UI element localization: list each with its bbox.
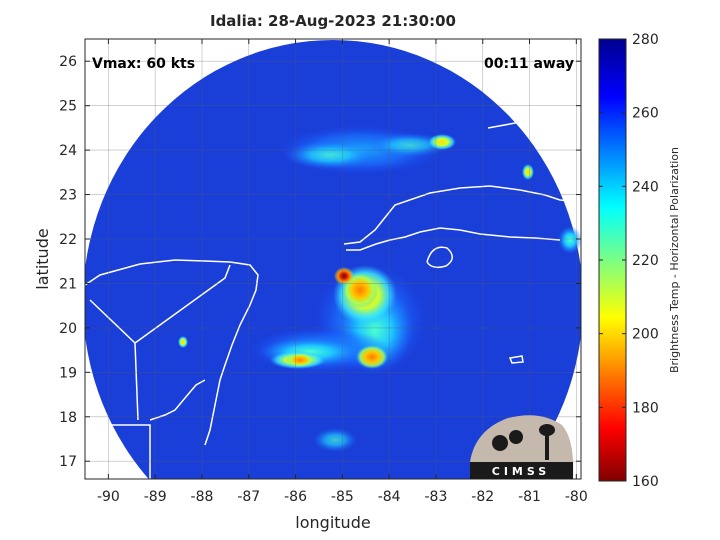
colorbar-tick-label: 220 — [632, 253, 659, 269]
florida-keys — [487, 119, 531, 129]
logo-text: CIMSS — [492, 465, 550, 478]
x-tick-label: -86 — [284, 489, 307, 505]
y-tick-label: 17 — [59, 454, 77, 470]
logo-tower — [545, 430, 549, 460]
florida-coast — [518, 39, 573, 103]
core-red — [334, 267, 354, 285]
cozumel — [508, 355, 524, 364]
colorbar — [598, 38, 627, 482]
y-tick-label: 26 — [59, 54, 77, 70]
x-tick-label: -88 — [191, 489, 214, 505]
colorbar-tick-label: 200 — [632, 327, 659, 343]
grid — [85, 39, 581, 479]
plot-frame — [84, 38, 582, 480]
x-tick-label: -83 — [425, 489, 448, 505]
south-edge-cyan — [313, 428, 357, 452]
y-axis-label: latitude — [33, 228, 52, 289]
coastlines — [85, 39, 581, 479]
north-arc-blob-2 — [285, 141, 375, 169]
central-america-coast — [149, 379, 206, 421]
colorbar-tick-label: 160 — [632, 474, 659, 490]
x-axis-label: longitude — [295, 513, 370, 532]
yucatan-coast — [85, 259, 259, 446]
y-tick-label: 21 — [59, 276, 77, 292]
logo-dish-left — [492, 435, 508, 451]
vmax-annotation: Vmax: 60 kts — [92, 56, 195, 72]
x-tick-label: -84 — [378, 489, 401, 505]
logo-text-bar — [470, 462, 573, 479]
x-tick-label: -81 — [518, 489, 541, 505]
colorbar-ticks: 160 180 200 220 240 260 280 — [599, 32, 659, 490]
y-tick-label: 24 — [59, 143, 77, 159]
east-small-blob — [522, 164, 534, 180]
colorbar-tick-label: 280 — [632, 32, 659, 48]
yucatan-blob — [178, 336, 188, 348]
y-tick-label: 25 — [59, 99, 77, 115]
north-cluster-blob — [428, 134, 456, 150]
y-tick-label: 18 — [59, 410, 77, 426]
scan-swath — [85, 40, 581, 479]
colorbar-tick-label: 180 — [632, 400, 659, 416]
colorbar-tick-label: 240 — [632, 179, 659, 195]
x-tick-label: -85 — [331, 489, 354, 505]
scan-layer — [85, 39, 581, 479]
isla-juventud — [426, 246, 453, 269]
colorbar-label: Brightness Temp - Horizontal Polarizatio… — [668, 147, 681, 373]
x-tick-label: -87 — [237, 489, 260, 505]
x-axis: -90 -89 -88 -87 -86 -85 -84 -83 -82 -81 -80 — [97, 39, 588, 505]
south-band-east-blob — [356, 345, 388, 369]
x-tick-label: -89 — [144, 489, 167, 505]
cimss-logo: CIMSS — [470, 415, 574, 479]
border-line — [85, 264, 231, 479]
y-tick-label: 19 — [59, 365, 77, 381]
colorbar-tick-label: 260 — [632, 106, 659, 122]
chart-title: Idalia: 28-Aug-2023 21:30:00 — [209, 12, 456, 30]
y-axis: 17 18 19 20 21 22 23 24 25 26 — [59, 54, 581, 470]
logo-dish-right — [509, 430, 523, 444]
away-annotation: 00:11 away — [484, 56, 574, 72]
y-tick-label: 23 — [59, 188, 77, 204]
x-tick-label: -90 — [97, 489, 120, 505]
y-tick-label: 20 — [59, 321, 77, 337]
eastern-edge-blob — [558, 226, 581, 254]
cuba-coast — [343, 185, 581, 251]
x-tick-label: -82 — [471, 489, 494, 505]
y-tick-label: 22 — [59, 232, 77, 248]
logo-tower-top — [539, 424, 555, 436]
south-band-orange — [286, 353, 314, 367]
x-tick-label: -80 — [565, 489, 588, 505]
